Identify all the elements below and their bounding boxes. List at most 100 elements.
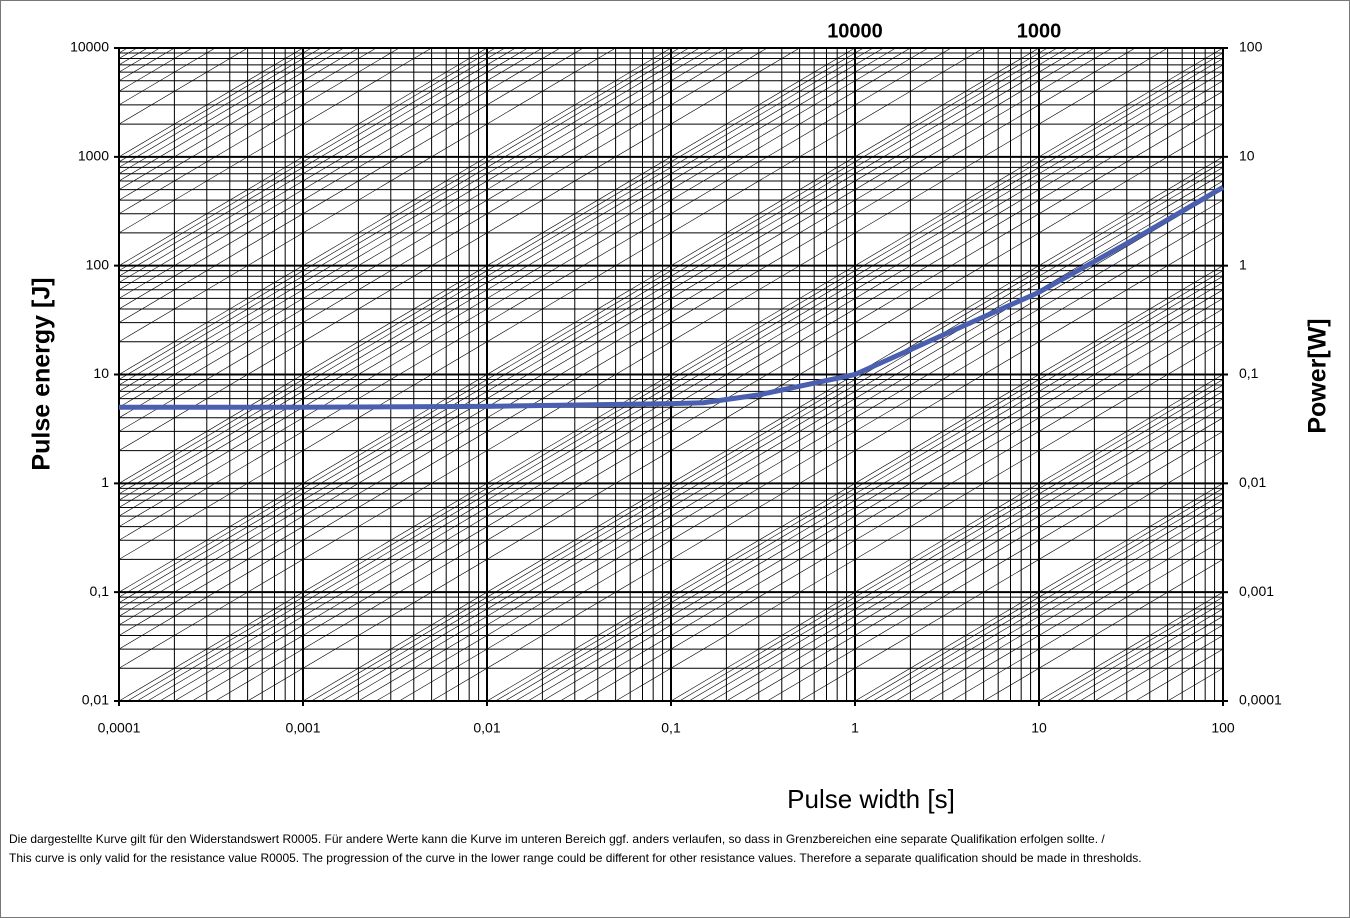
minor-line <box>376 199 1224 702</box>
minor-line <box>118 47 712 399</box>
minor-line <box>192 91 1224 702</box>
x-tick-label: 1 <box>851 720 859 736</box>
y-tick-label: 100 <box>86 256 110 272</box>
minor-line <box>118 47 1048 598</box>
minor-line <box>343 180 1224 702</box>
minor-line <box>542 298 1224 702</box>
y2-tick-label: 0,01 <box>1239 474 1266 490</box>
minor-line <box>799 450 1224 702</box>
minor-line <box>910 515 1224 702</box>
minor-line <box>1047 596 1224 702</box>
minor-line <box>679 379 1224 702</box>
minor-line <box>118 47 1113 636</box>
minor-line <box>1112 635 1224 702</box>
minor-line <box>118 47 543 299</box>
minor-line <box>495 270 1224 702</box>
minor-line <box>118 47 248 125</box>
minor-line <box>118 47 344 182</box>
minor-line <box>118 47 312 163</box>
minor-line <box>127 52 1224 702</box>
annotation: 1000 <box>1017 20 1062 42</box>
minor-line <box>118 47 911 517</box>
minor-line <box>615 341 1224 702</box>
y2-tick-label: 100 <box>1239 39 1263 55</box>
y2-tick-label: 1 <box>1239 256 1247 272</box>
minor-line <box>118 47 616 342</box>
minor-line <box>118 47 516 283</box>
minor-line <box>118 47 193 92</box>
minor-line <box>118 47 1040 593</box>
minor-line <box>118 47 377 201</box>
minor-line <box>118 47 304 158</box>
minor-line <box>118 47 1095 626</box>
minor-line <box>118 47 216 106</box>
y-tick-label: 0,01 <box>82 692 109 708</box>
annotation: 10000 <box>827 20 883 42</box>
minor-line <box>1056 602 1224 702</box>
minor-line <box>670 374 1224 702</box>
x-tick-label: 100 <box>1211 720 1235 736</box>
minor-line <box>118 47 1068 610</box>
y2-axis-title: Power[W] <box>1304 318 1332 433</box>
x-tick-label: 0,001 <box>285 720 320 736</box>
minor-line <box>311 161 1224 702</box>
plot-frame <box>118 47 1224 702</box>
minor-line <box>118 47 584 323</box>
minor-line <box>951 539 1224 702</box>
minor-line <box>118 47 952 541</box>
chart: Pulse width [s] Pulse energy [J] Power[W… <box>28 20 1332 814</box>
y2-tick-label: 10 <box>1239 148 1255 164</box>
note: This curve is only valid for the resista… <box>9 851 1142 865</box>
minor-line <box>1094 624 1224 702</box>
minor-line <box>560 308 1224 702</box>
minor-line <box>1135 648 1224 702</box>
y-tick-label: 0,1 <box>90 583 110 599</box>
minor-line <box>1038 591 1224 702</box>
minor-line <box>1067 608 1224 702</box>
minor-line <box>583 322 1224 702</box>
series-line <box>119 185 1225 410</box>
minor-line <box>118 47 528 291</box>
y-tick-label: 10 <box>93 365 109 381</box>
minor-line <box>320 167 1224 702</box>
minor-line <box>118 47 768 432</box>
minor-line <box>118 47 727 408</box>
minor-line <box>515 282 1224 702</box>
minor-line <box>504 275 1224 702</box>
minor-line <box>136 58 1224 702</box>
minor-line <box>118 47 359 190</box>
minor-line <box>1167 667 1224 702</box>
x-tick-label: 0,01 <box>473 720 500 736</box>
minor-line <box>118 47 496 271</box>
minor-line <box>159 71 1224 702</box>
minor-line <box>174 80 1224 702</box>
minor-line <box>118 47 884 501</box>
minor-line <box>1079 616 1224 702</box>
minor-line <box>118 47 1136 650</box>
x-axis-title: Pulse width [s] <box>787 784 955 814</box>
minor-line <box>895 507 1224 702</box>
minor-line <box>118 47 400 214</box>
minor-line <box>118 47 160 73</box>
minor-line <box>118 47 680 380</box>
minor-line <box>399 213 1224 702</box>
minor-line <box>118 47 984 560</box>
minor-line <box>118 47 1057 603</box>
minor-line <box>983 559 1224 702</box>
minor-line <box>688 384 1224 702</box>
y2-tick-label: 0,0001 <box>1239 692 1282 708</box>
minor-line <box>118 47 505 277</box>
y2-tick-label: 0,1 <box>1239 365 1259 381</box>
minor-line <box>118 47 332 174</box>
minor-line <box>118 47 1168 669</box>
minor-line <box>699 391 1224 702</box>
y-axis-title: Pulse energy [J] <box>28 277 56 470</box>
minor-line <box>331 173 1224 702</box>
notes: Die dargestellte Kurve gilt für den Wide… <box>9 830 1289 868</box>
minor-line <box>118 47 175 82</box>
minor-line <box>302 156 1224 702</box>
minor-line <box>247 123 1224 702</box>
minor-line <box>358 189 1224 702</box>
minor-line <box>118 47 700 392</box>
